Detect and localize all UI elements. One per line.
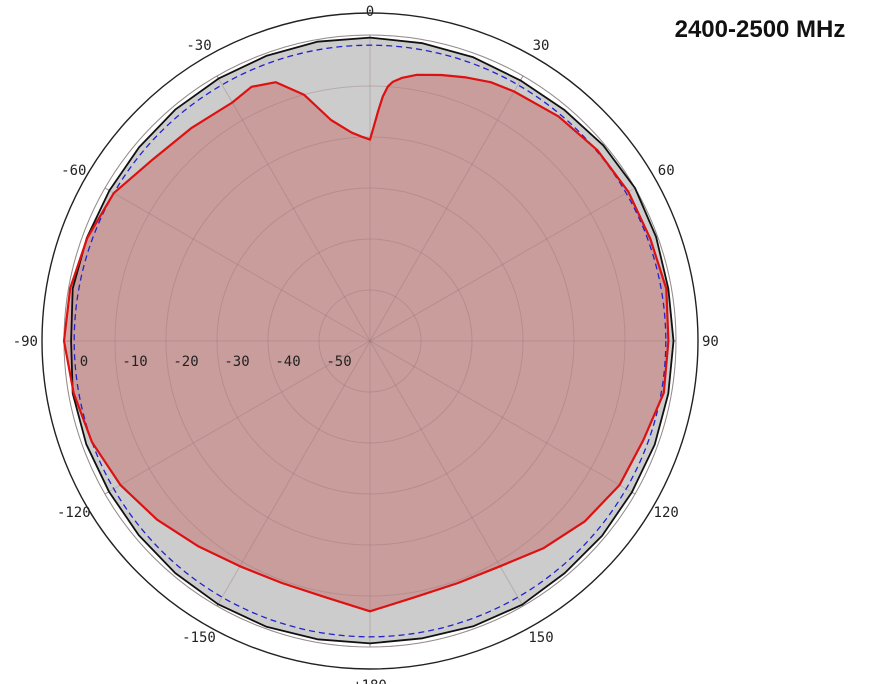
radial-tick-label: -40 [275,354,300,370]
angle-tick-label: 90 [702,334,719,350]
red-series-fill [64,74,669,612]
angle-tick-label: -120 [57,505,91,521]
angle-tick-label: 150 [528,630,553,646]
radial-tick-label: 0 [80,354,88,370]
radial-grid-overlay [267,238,473,444]
series-layer [62,34,677,648]
angle-tick-label: 60 [658,163,675,179]
angular-grid-overlay [216,340,371,607]
angle-tick-label: -60 [61,163,86,179]
angle-tick-label: -30 [186,38,211,54]
angle-tick-label: 30 [533,38,550,54]
angle-tick-label: -90 [13,334,38,350]
radial-tick-label: -10 [122,354,147,370]
angular-grid-overlay [216,75,371,342]
radial-tick-label: -30 [224,354,249,370]
radial-grid-overlay [114,85,626,597]
reference-dashed-circle [73,44,667,638]
tick-labels: 0 30 60 90 120 150 ±180 -150 -120 -90 -60 -30 0 -10 -2… [13,4,719,684]
chart-title: 2400-2500 MHz [675,16,846,43]
radial-tick-label: -20 [173,354,198,370]
red-series-line [62,73,670,613]
angle-tick-label: 0 [366,4,374,20]
angular-grid-overlay [104,187,371,342]
angular-grid-overlay [369,340,636,495]
angular-grid-overlay [369,75,524,342]
angle-tick-label: ±180 [353,678,387,684]
radial-tick-label: -50 [326,354,351,370]
angle-tick-label: 120 [654,505,679,521]
angular-grid-overlay [369,340,524,607]
angular-grid-overlay [104,340,371,495]
angular-grid-overlay [369,187,636,342]
radial-grid-overlay [318,289,422,393]
black-series-line [70,36,675,645]
angle-tick-label: -150 [182,630,216,646]
outer-ring [41,12,699,670]
radial-grid-overlay [216,187,524,495]
